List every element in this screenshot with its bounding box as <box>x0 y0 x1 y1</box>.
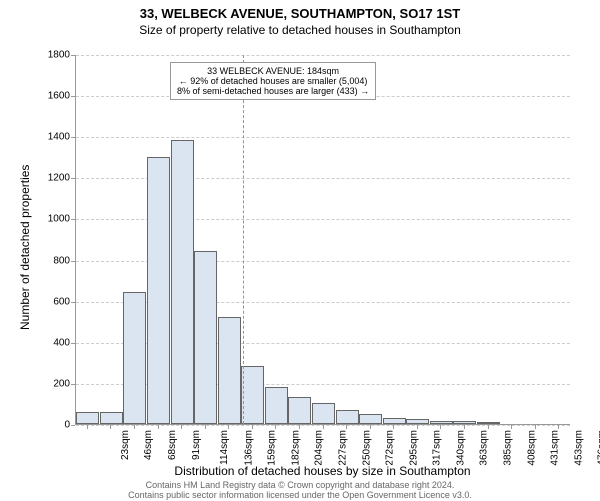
xtick-mark <box>346 425 347 429</box>
xtick-mark <box>181 425 182 429</box>
histogram-bar <box>288 397 311 424</box>
xtick-mark <box>87 425 88 429</box>
ytick-mark <box>71 137 75 138</box>
ytick-mark <box>71 219 75 220</box>
histogram-bar <box>312 403 335 424</box>
ytick-label: 800 <box>30 255 70 266</box>
ytick-label: 400 <box>30 337 70 348</box>
xtick-mark <box>464 425 465 429</box>
x-axis-label: Distribution of detached houses by size … <box>75 464 570 478</box>
xtick-label: 159sqm <box>267 430 278 466</box>
xtick-mark <box>134 425 135 429</box>
histogram-bar <box>218 317 241 424</box>
xtick-label: 136sqm <box>243 430 254 466</box>
ytick-mark <box>71 55 75 56</box>
xtick-label: 385sqm <box>503 430 514 466</box>
annotation-box: 33 WELBECK AVENUE: 184sqm ← 92% of detac… <box>170 62 376 100</box>
histogram-bar <box>194 251 217 424</box>
xtick-mark <box>252 425 253 429</box>
ytick-label: 1200 <box>30 173 70 184</box>
histogram-bar <box>100 412 123 424</box>
annotation-line2: ← 92% of detached houses are smaller (5,… <box>177 76 369 86</box>
xtick-label: 295sqm <box>408 430 419 466</box>
xtick-label: 114sqm <box>219 430 230 465</box>
histogram-bar <box>336 410 359 424</box>
xtick-label: 46sqm <box>143 430 154 460</box>
histogram-bar <box>76 412 99 424</box>
ytick-label: 200 <box>30 378 70 389</box>
xtick-mark <box>228 425 229 429</box>
annotation-line3: 8% of semi-detached houses are larger (4… <box>177 86 369 96</box>
xtick-mark <box>440 425 441 429</box>
histogram-bar <box>383 418 406 424</box>
xtick-label: 204sqm <box>314 430 325 466</box>
xtick-label: 250sqm <box>361 430 372 466</box>
ytick-label: 1400 <box>30 132 70 143</box>
ytick-mark <box>71 343 75 344</box>
xtick-label: 227sqm <box>338 430 349 466</box>
ytick-mark <box>71 384 75 385</box>
ytick-label: 1600 <box>30 91 70 102</box>
xtick-mark <box>299 425 300 429</box>
xtick-mark <box>158 425 159 429</box>
histogram-bar <box>147 157 170 424</box>
xtick-label: 272sqm <box>385 430 396 466</box>
footer-line2: Contains public sector information licen… <box>0 491 600 501</box>
xtick-mark <box>323 425 324 429</box>
gridline <box>76 55 570 56</box>
xtick-label: 408sqm <box>526 430 537 466</box>
xtick-label: 431sqm <box>550 430 561 466</box>
gridline <box>76 137 570 138</box>
xtick-label: 182sqm <box>290 430 301 466</box>
ytick-label: 600 <box>30 296 70 307</box>
ytick-mark <box>71 302 75 303</box>
annotation-line1: 33 WELBECK AVENUE: 184sqm <box>177 66 369 76</box>
xtick-mark <box>205 425 206 429</box>
xtick-mark <box>511 425 512 429</box>
xtick-mark <box>110 425 111 429</box>
chart-area: Number of detached properties Distributi… <box>0 0 600 500</box>
histogram-bar <box>265 387 288 424</box>
xtick-mark <box>275 425 276 429</box>
ytick-mark <box>71 178 75 179</box>
ytick-mark <box>71 96 75 97</box>
xtick-label: 317sqm <box>432 430 443 466</box>
histogram-bar <box>477 422 500 424</box>
xtick-mark <box>535 425 536 429</box>
xtick-mark <box>558 425 559 429</box>
ytick-label: 1800 <box>30 50 70 61</box>
histogram-bar <box>430 421 453 424</box>
ytick-mark <box>71 425 75 426</box>
xtick-mark <box>393 425 394 429</box>
xtick-label: 363sqm <box>479 430 490 466</box>
reference-line <box>243 55 244 424</box>
ytick-mark <box>71 261 75 262</box>
xtick-mark <box>370 425 371 429</box>
xtick-label: 91sqm <box>191 430 202 460</box>
histogram-bar <box>453 421 476 424</box>
xtick-label: 68sqm <box>167 430 178 460</box>
xtick-mark <box>417 425 418 429</box>
ytick-label: 1000 <box>30 214 70 225</box>
plot-area <box>75 55 570 425</box>
histogram-bar <box>171 140 194 424</box>
histogram-bar <box>241 366 264 424</box>
ytick-label: 0 <box>30 420 70 431</box>
histogram-bar <box>359 414 382 424</box>
xtick-label: 23sqm <box>120 430 131 460</box>
footer: Contains HM Land Registry data © Crown c… <box>0 481 600 501</box>
histogram-bar <box>123 292 146 424</box>
xtick-mark <box>488 425 489 429</box>
xtick-label: 453sqm <box>573 430 584 466</box>
xtick-label: 340sqm <box>455 430 466 466</box>
histogram-bar <box>406 419 429 424</box>
